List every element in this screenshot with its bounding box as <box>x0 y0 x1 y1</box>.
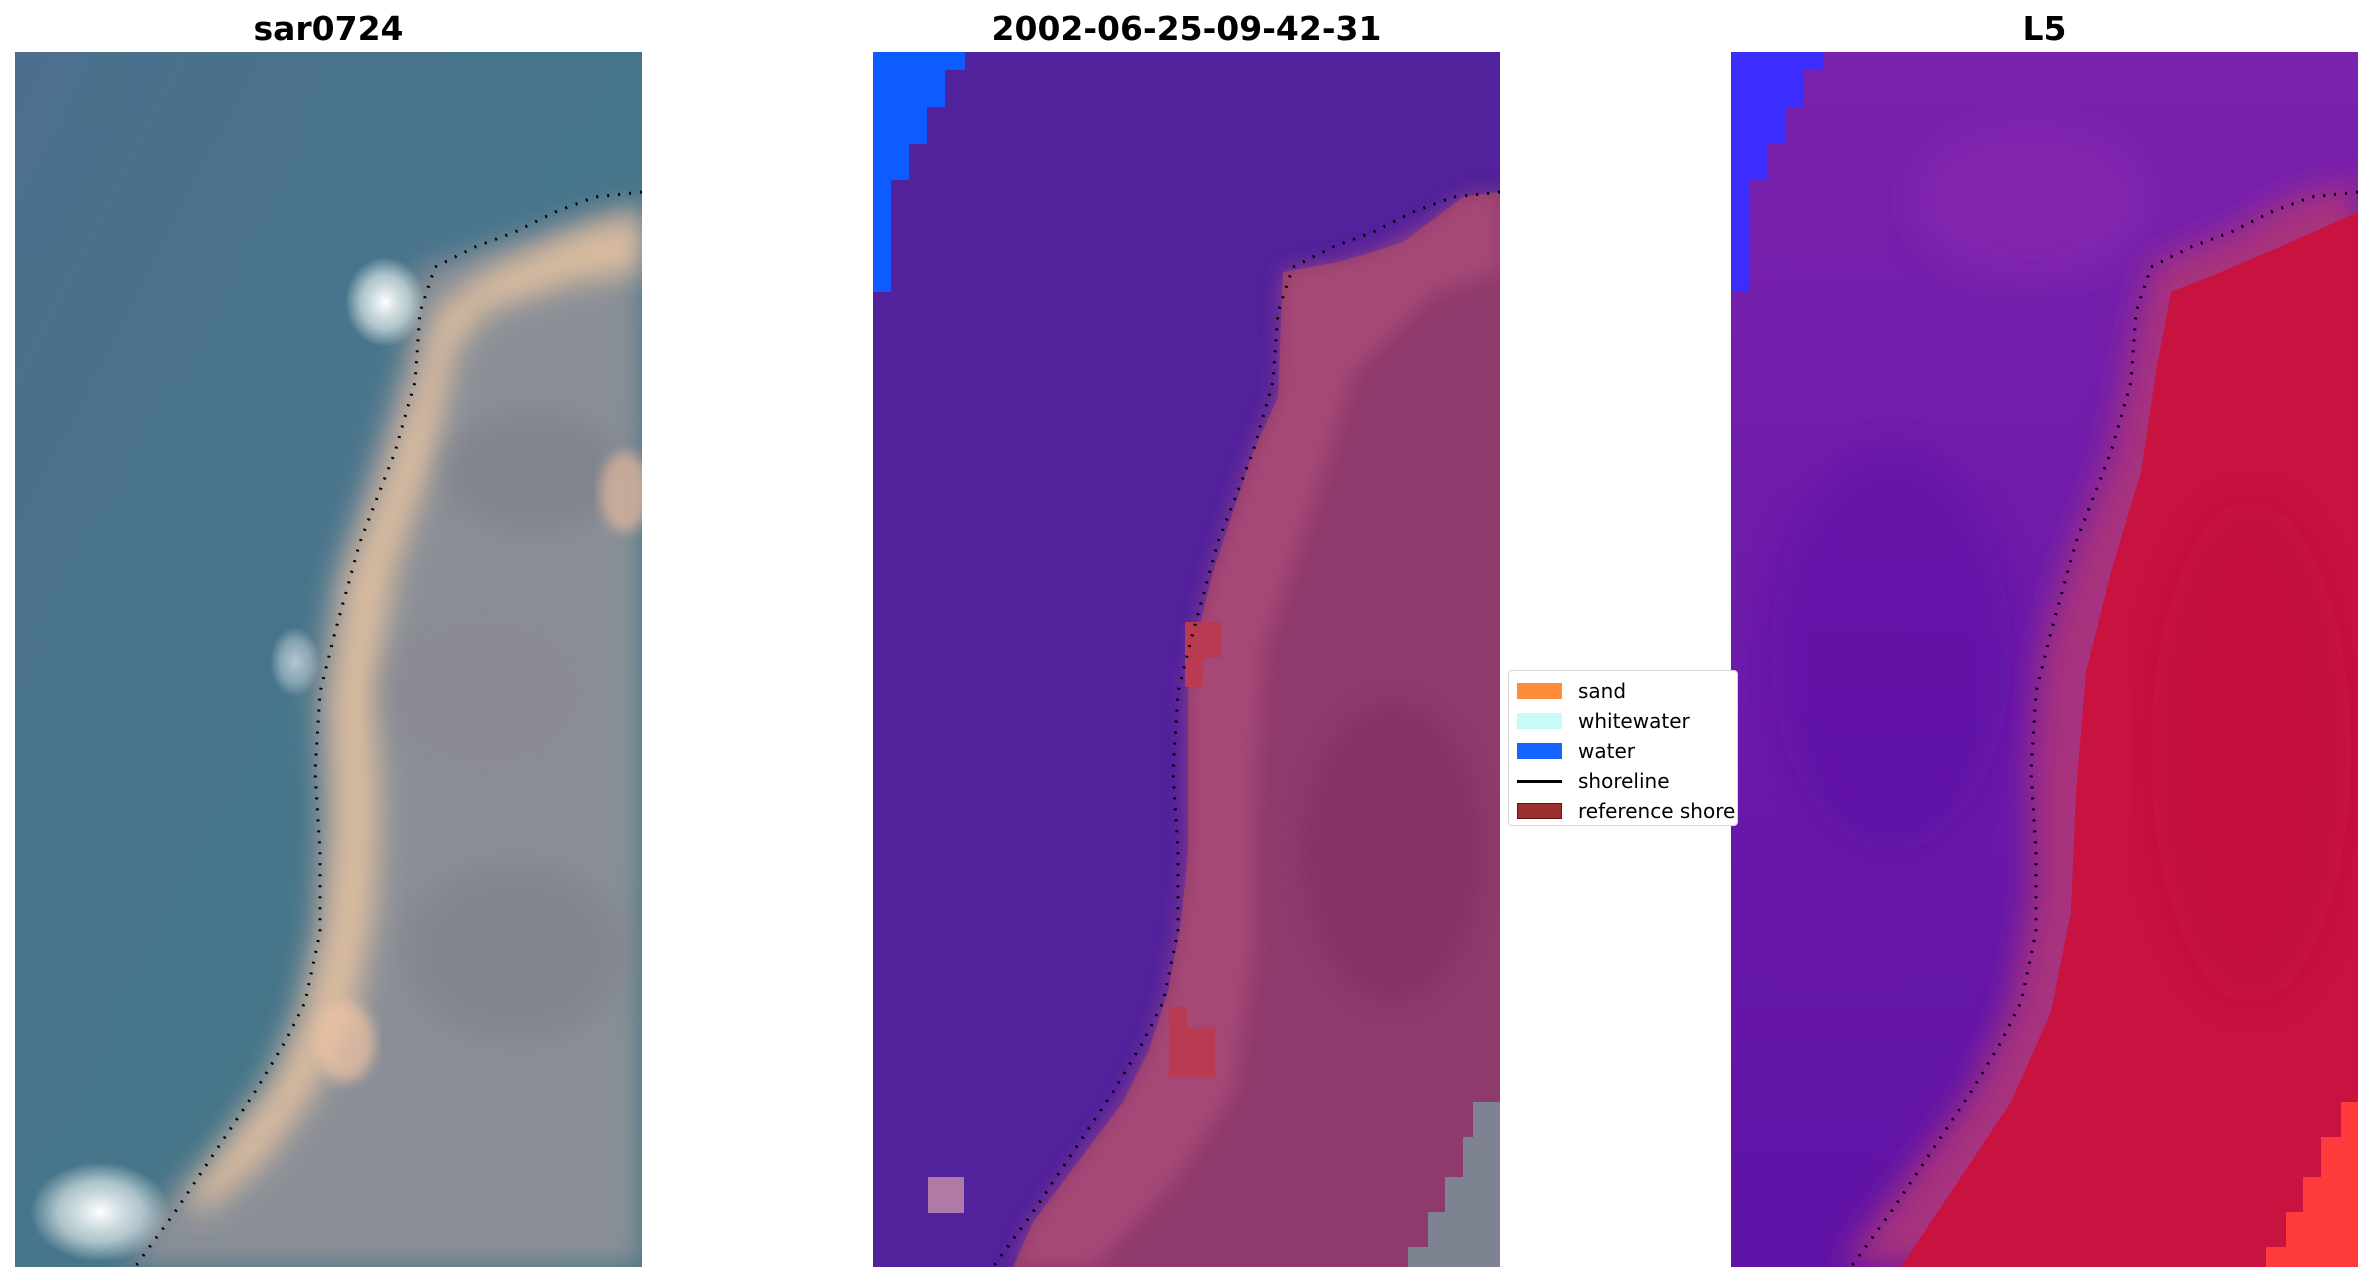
legend-item-shoreline: shoreline <box>1517 766 1670 796</box>
sand-swatch-icon <box>1517 683 1562 699</box>
legend: sand whitewater water shoreline referenc… <box>1508 670 1738 826</box>
water-swatch-icon <box>1517 743 1562 759</box>
panel-title-rgb: sar0724 <box>253 9 404 48</box>
legend-label-whitewater: whitewater <box>1578 709 1690 733</box>
water-index-image <box>1731 52 2358 1267</box>
legend-item-water: water <box>1517 736 1635 766</box>
reference-shoreline-swatch-icon <box>1517 803 1562 819</box>
legend-label-water: water <box>1578 739 1635 763</box>
legend-item-sand: sand <box>1517 676 1626 706</box>
legend-label-sand: sand <box>1578 679 1627 703</box>
legend-label-shoreline: shoreline <box>1578 769 1670 793</box>
panel-title-mndwi: L5 <box>2022 9 2067 48</box>
legend-item-whitewater: whitewater <box>1517 706 1690 736</box>
classified-image <box>873 52 1500 1267</box>
legend-item-reference-shoreline: reference shoreline <box>1517 796 1737 825</box>
rgb-satellite-image <box>15 52 642 1267</box>
panel-title-classified: 2002-06-25-09-42-31 <box>991 9 1382 48</box>
whitewater-swatch-icon <box>1517 713 1562 729</box>
legend-label-reference-shoreline: reference shoreline <box>1578 799 1737 823</box>
shoreline-line-icon <box>1517 779 1562 783</box>
